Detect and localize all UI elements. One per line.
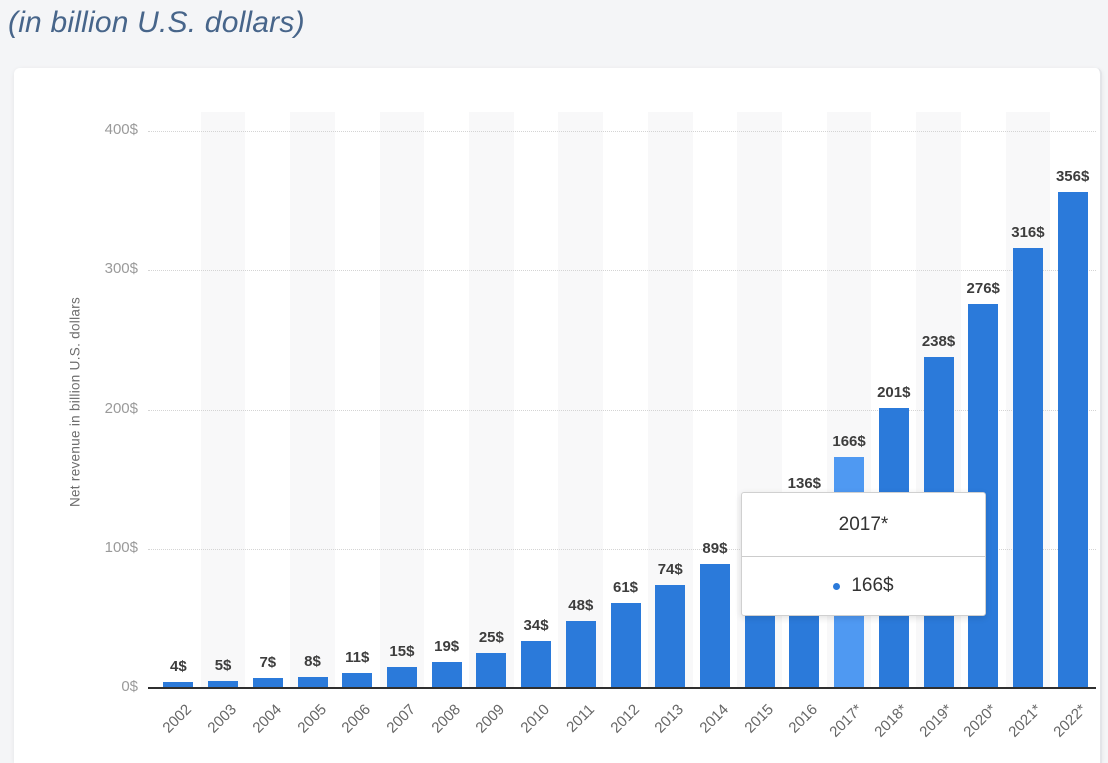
bar-value-label-2005: 8$ (304, 652, 321, 670)
plot-band-2007 (379, 112, 425, 688)
bar-value-label-2017*: 166$ (832, 432, 866, 450)
x-axis-line (148, 687, 1096, 689)
bar-2004[interactable] (252, 678, 283, 688)
bar-value-label-2020*: 276$ (966, 279, 1000, 297)
bar-value-label-2019*: 238$ (921, 332, 956, 350)
bar-2014[interactable] (699, 564, 730, 688)
bar-2003[interactable] (208, 681, 239, 688)
bar-value-label-2013: 74$ (657, 560, 683, 578)
bar-value-label-2010: 34$ (523, 616, 549, 634)
bar-value-label-2009: 25$ (478, 629, 504, 647)
bar-value-label-2006: 11$ (345, 648, 370, 666)
tooltip-value-row: 166$ (742, 557, 985, 615)
tooltip-title: 2017* (742, 493, 985, 557)
gridline-100 (148, 548, 1096, 550)
bar-2012[interactable] (610, 603, 641, 688)
bar-value-label-2008: 19$ (434, 637, 460, 655)
bar-value-label-2012: 61$ (612, 579, 639, 597)
plot-band-2009 (469, 112, 514, 688)
tooltip: 2017* 166$ (741, 492, 986, 616)
gridline-200 (148, 409, 1096, 411)
bar-value-label-2014: 89$ (702, 540, 728, 558)
bar-value-label-2011: 48$ (568, 597, 594, 615)
plot-band-2011 (558, 112, 604, 688)
bar-2007[interactable] (386, 667, 417, 688)
y-tick-label-100: 100$ (104, 538, 138, 556)
bar-value-label-2004: 7$ (259, 654, 277, 672)
bar-value-label-2021*: 316$ (1011, 223, 1045, 241)
y-axis-title: Net revenue in billion U.S. dollars (67, 296, 83, 508)
bar-2005[interactable] (297, 676, 328, 688)
page-title: (in billion U.S. dollars) (8, 6, 305, 39)
plot-band-2003 (200, 112, 246, 688)
bar-2022*[interactable] (1057, 192, 1088, 688)
bar-2011[interactable] (565, 621, 596, 688)
bar-2009[interactable] (476, 653, 507, 688)
y-tick-label-300: 300$ (104, 260, 138, 278)
bar-value-label-2022*: 356$ (1055, 168, 1090, 186)
y-tick-label-200: 200$ (104, 399, 138, 417)
bar-2021*[interactable] (1012, 247, 1043, 688)
bar-2006[interactable] (342, 672, 373, 688)
bar-value-label-2016: 136$ (787, 474, 822, 492)
bar-value-label-2018*: 201$ (877, 384, 911, 402)
bar-value-label-2007: 15$ (389, 643, 415, 661)
gridline-400 (148, 131, 1096, 132)
bar-2013[interactable] (655, 584, 686, 688)
gridline-300 (148, 270, 1096, 272)
y-tick-label-0: 0$ (121, 678, 138, 695)
plot-band-2005 (290, 112, 335, 688)
tooltip-value: 166$ (851, 575, 894, 596)
bar-2002[interactable] (163, 682, 194, 688)
series-bullet-icon (833, 582, 841, 590)
bar-2008[interactable] (431, 661, 462, 688)
bar-value-label-2003: 5$ (214, 657, 232, 675)
y-tick-label-400: 400$ (104, 121, 138, 138)
bar-2010[interactable] (521, 640, 552, 688)
bar-value-label-2002: 4$ (170, 658, 187, 676)
